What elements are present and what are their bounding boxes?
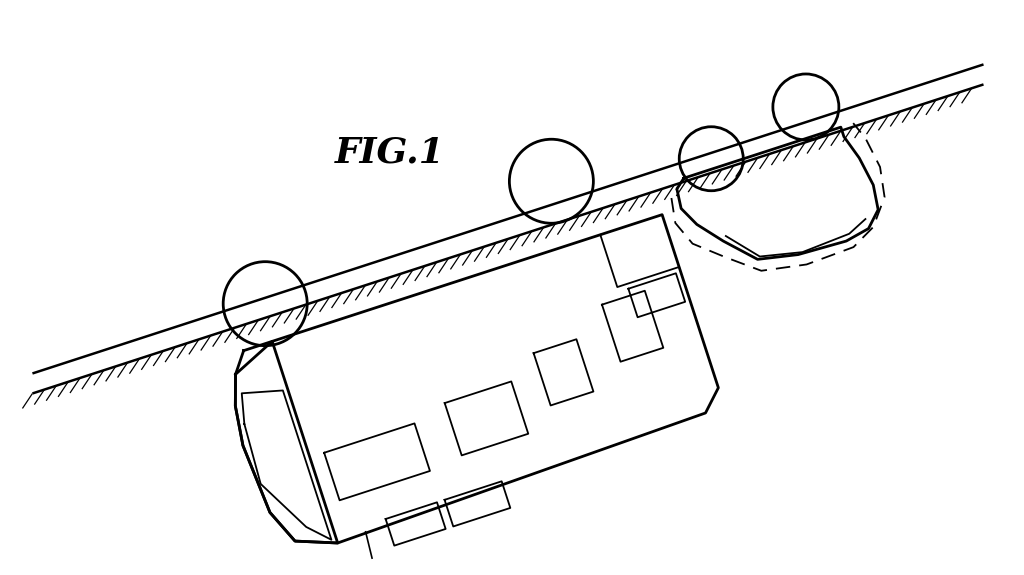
Text: FIG.1: FIG.1 (335, 136, 444, 170)
